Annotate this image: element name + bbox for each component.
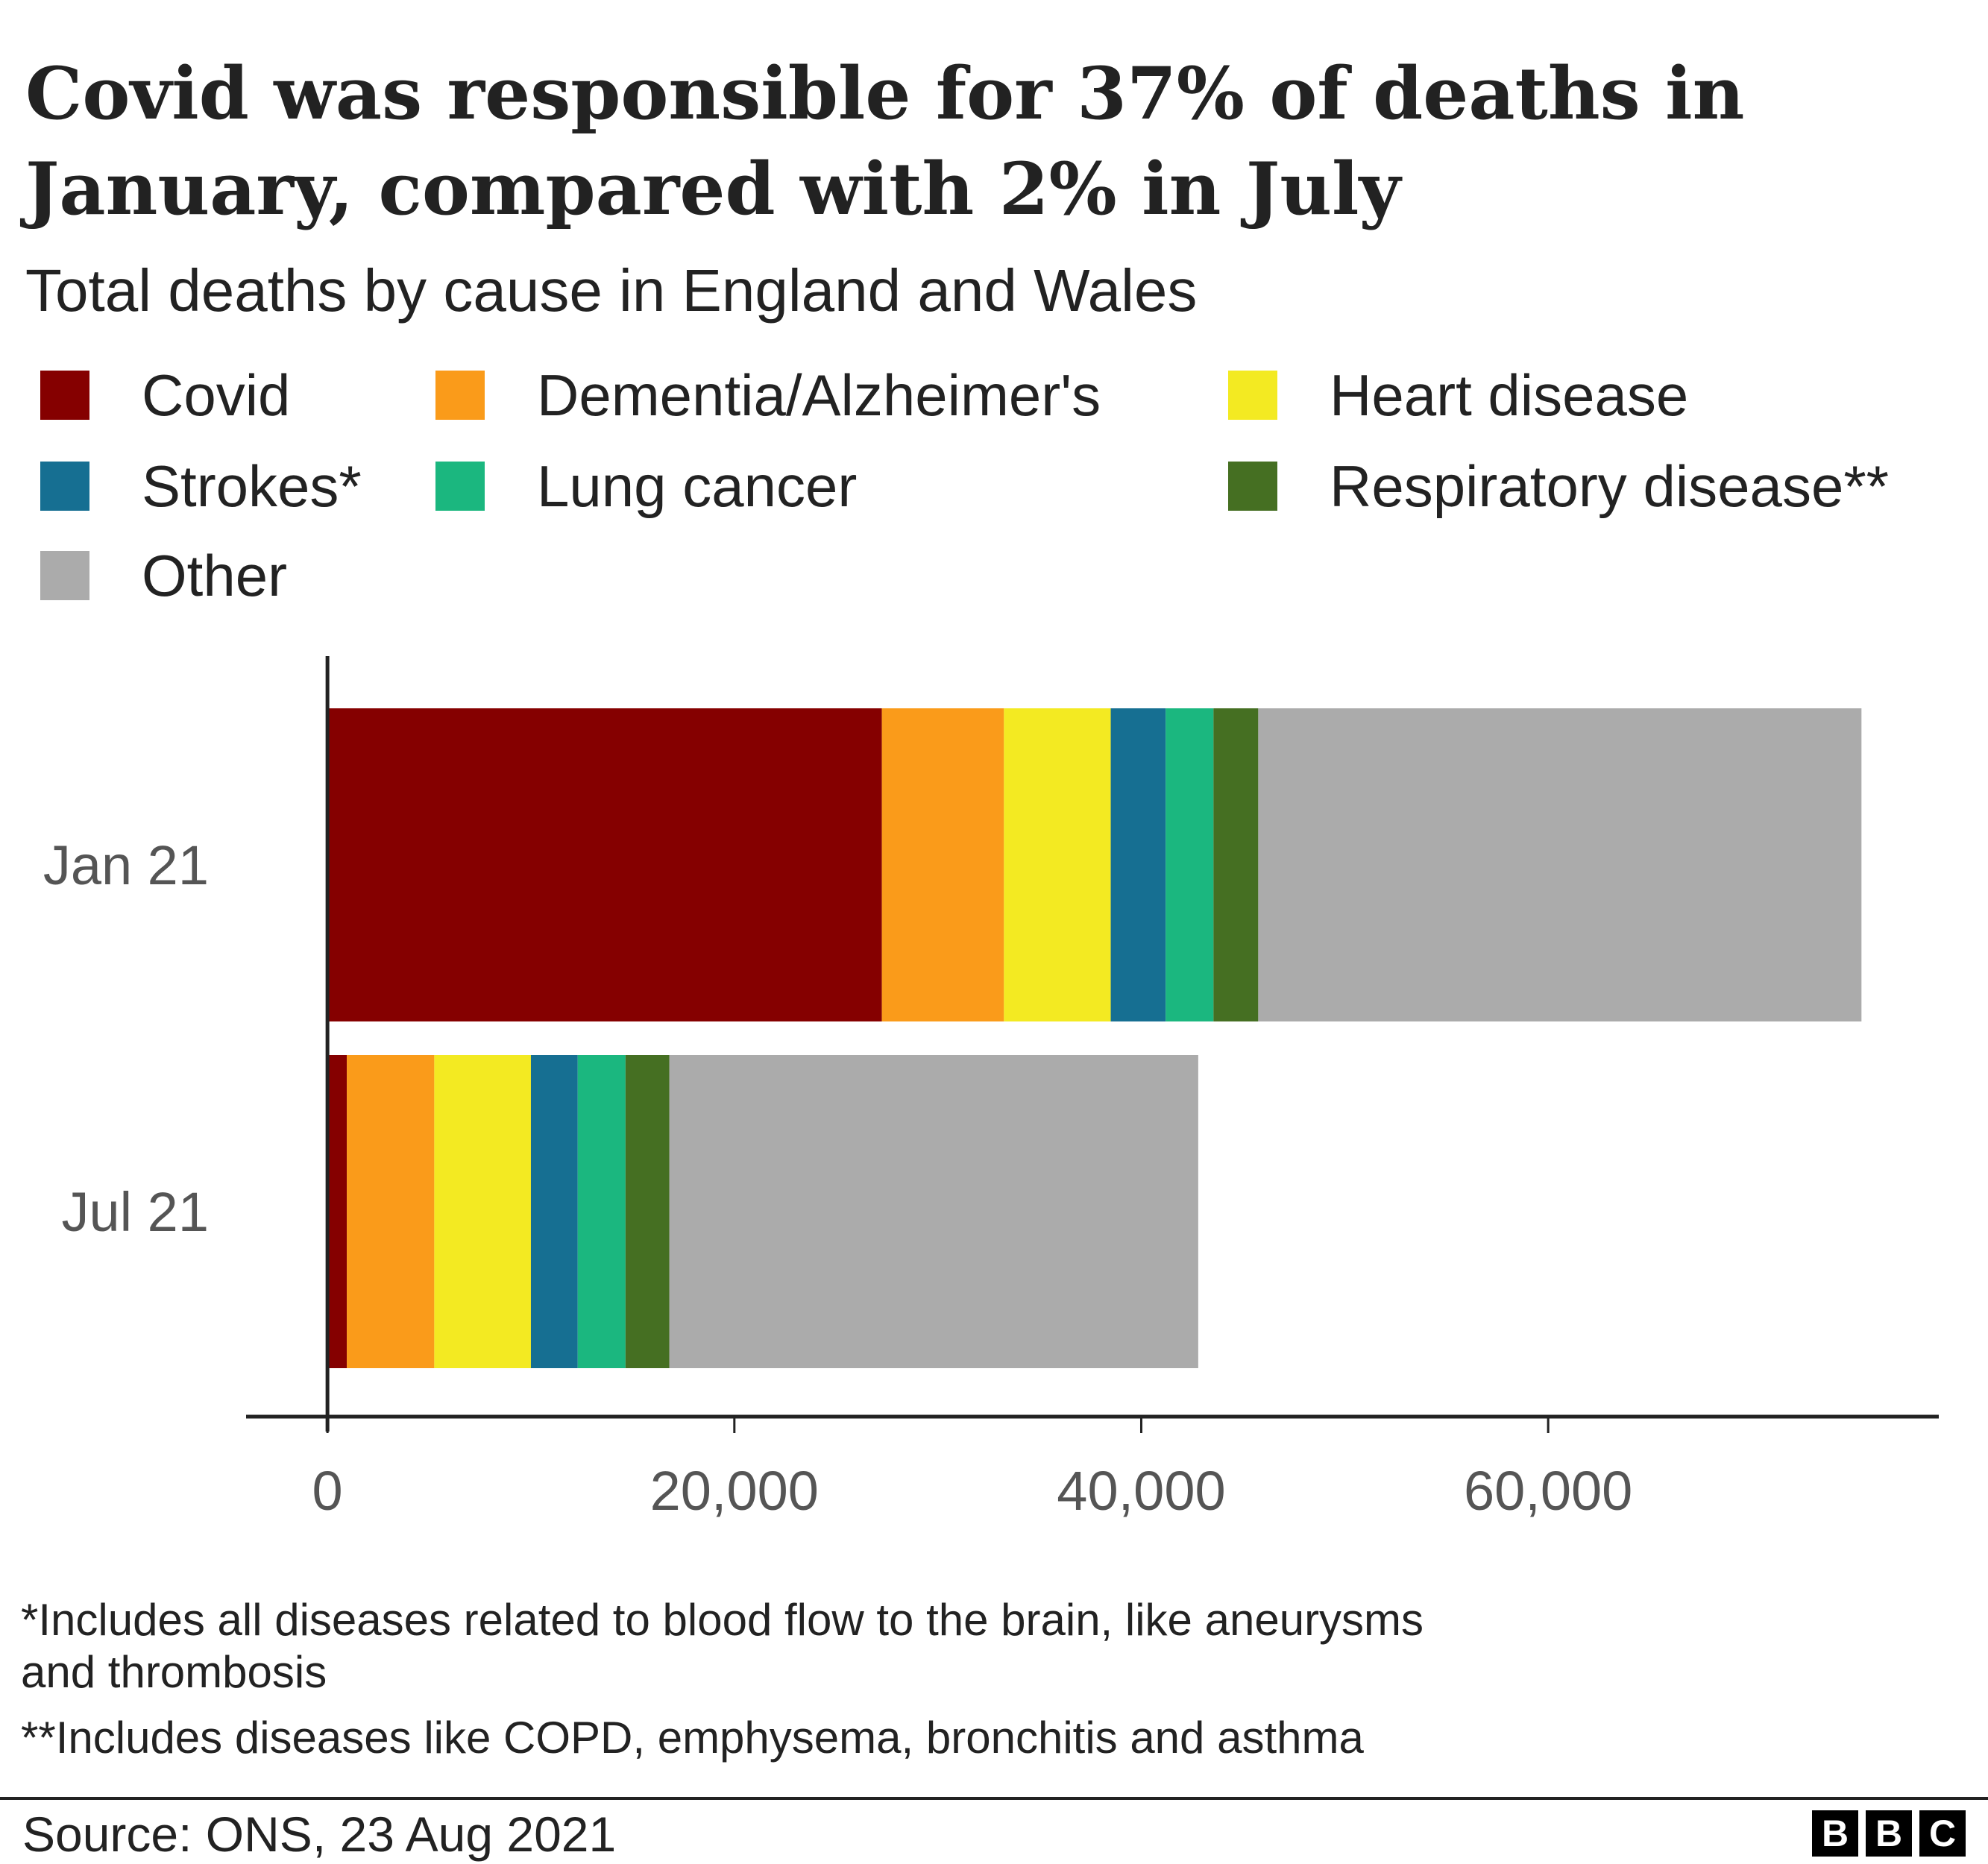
bars-group xyxy=(327,708,1862,1368)
chart-title: Covid was responsible for 37% of deaths … xyxy=(25,51,1745,231)
legend-swatch-heart-disease xyxy=(1228,371,1277,420)
legend-label-respiratory: Respiratory disease** xyxy=(1330,453,1890,519)
x-tick-label: 20,000 xyxy=(650,1460,819,1521)
legend-label-strokes: Strokes* xyxy=(142,453,362,519)
bar-jan-21-dementia-alzheimer-s xyxy=(881,708,1004,1021)
legend-swatch-respiratory xyxy=(1228,462,1277,511)
legend-label-heart-disease: Heart disease xyxy=(1330,362,1689,428)
bar-jul-21-respiratory-disease xyxy=(625,1055,670,1368)
legend-item-dementia: Dementia/Alzheimer's xyxy=(435,354,1101,436)
legend-item-strokes: Strokes* xyxy=(40,445,362,527)
footer-divider xyxy=(0,1797,1988,1800)
x-tick-label: 0 xyxy=(312,1460,343,1521)
legend-swatch-other xyxy=(40,551,89,600)
bar-jan-21-lung-cancer xyxy=(1166,708,1214,1021)
legend-label-lung-cancer: Lung cancer xyxy=(537,453,858,519)
footnote-respiratory: **Includes diseases like COPD, emphysema… xyxy=(21,1713,1364,1763)
bar-jan-21-covid xyxy=(327,708,882,1021)
bar-jul-21-other xyxy=(669,1055,1198,1368)
bbc-logo-letter-c: C xyxy=(1919,1810,1966,1857)
legend-swatch-lung-cancer xyxy=(435,462,485,511)
category-label: Jan 21 xyxy=(43,834,209,896)
bbc-logo: B B C xyxy=(1812,1810,1966,1857)
legend-item-other: Other xyxy=(40,535,287,617)
legend-item-respiratory: Respiratory disease** xyxy=(1228,445,1889,527)
category-label: Jul 21 xyxy=(62,1181,209,1243)
x-tick-label: 40,000 xyxy=(1057,1460,1225,1521)
legend-item-covid: Covid xyxy=(40,354,290,436)
bbc-logo-letter-b1: B xyxy=(1812,1810,1858,1857)
legend-swatch-dementia xyxy=(435,371,485,420)
bar-jul-21-covid xyxy=(327,1055,347,1368)
x-tick-label: 60,000 xyxy=(1464,1460,1632,1521)
footnote-strokes-line-2: and thrombosis xyxy=(21,1647,327,1697)
legend-label-covid: Covid xyxy=(142,362,291,428)
legend-swatch-strokes xyxy=(40,462,89,511)
bar-jul-21-lung-cancer xyxy=(577,1055,626,1368)
legend-label-dementia: Dementia/Alzheimer's xyxy=(537,362,1101,428)
bbc-logo-letter-b2: B xyxy=(1866,1810,1912,1857)
category-labels: Jan 21 Jul 21 xyxy=(43,834,209,1243)
bar-jan-21-respiratory-disease xyxy=(1213,708,1259,1021)
stacked-bar-chart: Jan 21 Jul 21 0 20,000 40,000 60,000 xyxy=(43,656,1939,1521)
chart-subtitle: Total deaths by cause in England and Wal… xyxy=(25,257,1198,324)
footnote-strokes-line-1: *Includes all diseases related to blood … xyxy=(21,1595,1424,1645)
bar-jan-21-other xyxy=(1258,708,1862,1021)
bar-jul-21-heart-disease xyxy=(434,1055,531,1368)
bar-jul-21-dementia-alzheimer-s xyxy=(347,1055,435,1368)
bar-jan-21-heart-disease xyxy=(1004,708,1111,1021)
legend-item-lung-cancer: Lung cancer xyxy=(435,445,857,527)
bar-jul-21-strokes xyxy=(530,1055,578,1368)
legend-swatch-covid xyxy=(40,371,89,420)
legend-item-heart-disease: Heart disease xyxy=(1228,354,1688,436)
source-text: Source: ONS, 23 Aug 2021 xyxy=(22,1807,617,1862)
legend-label-other: Other xyxy=(142,542,288,608)
bar-jan-21-strokes xyxy=(1110,708,1166,1021)
x-axis-ticks: 0 20,000 40,000 60,000 xyxy=(312,1417,1632,1521)
